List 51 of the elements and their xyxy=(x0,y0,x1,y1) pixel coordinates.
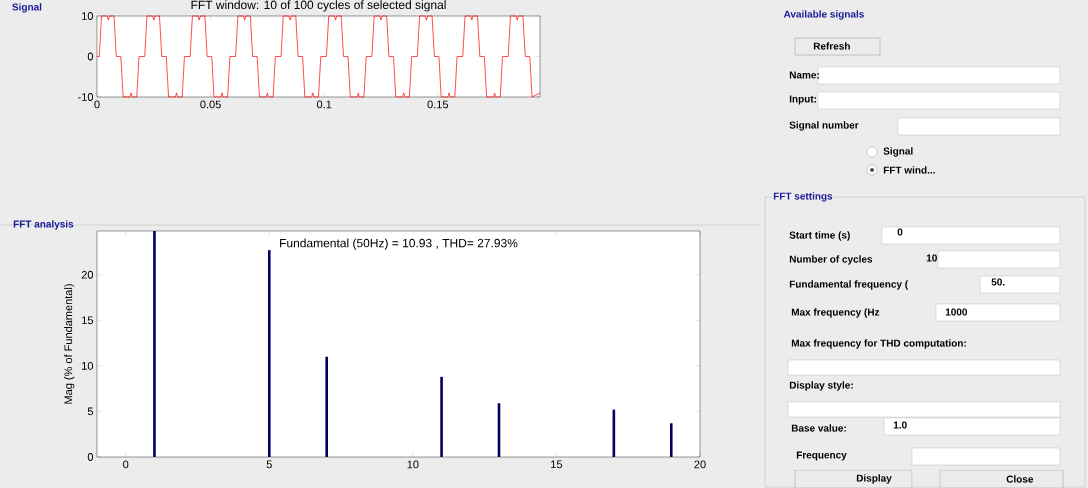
y-tick-label: 0 xyxy=(87,52,94,61)
y-tick-label: 20 xyxy=(81,270,94,279)
text: Base value: xyxy=(791,424,846,432)
text: Signal number xyxy=(789,121,859,131)
chart-title: FFT window: 10 of 100 cycles of selected signal xyxy=(191,0,446,12)
y-axis-title: Mag (% of Fundamental) xyxy=(64,284,75,404)
y-tick-label: 0 xyxy=(87,453,94,461)
bar xyxy=(669,423,673,457)
y-tick-label: 10 xyxy=(82,12,94,20)
y-tick-label: 5 xyxy=(87,407,93,416)
text: FFT settings xyxy=(773,192,833,202)
x-tick-label: 20 xyxy=(694,460,706,469)
bar xyxy=(267,250,271,457)
text: FFT analysis xyxy=(13,220,74,230)
text: Refresh xyxy=(813,42,850,50)
text: Name: xyxy=(789,71,819,79)
text: 1.0 xyxy=(893,421,907,429)
text: 1000 xyxy=(945,308,968,316)
text: Start time (s) xyxy=(789,231,850,241)
x-tick-label: 0 xyxy=(123,460,129,469)
text: 50. xyxy=(991,278,1005,286)
x-tick-label: 5 xyxy=(266,460,272,469)
text: Signal xyxy=(12,3,42,13)
x-tick-label: 15 xyxy=(551,460,563,469)
text: Display style: xyxy=(789,381,853,391)
y-tick-label: 10 xyxy=(82,361,94,370)
y-tick-label: 15 xyxy=(82,316,93,325)
text: FFT wind... xyxy=(883,166,935,174)
text: Fundamental frequency ( xyxy=(789,280,909,290)
line-series xyxy=(96,15,541,98)
text: 10 xyxy=(926,254,937,262)
text: Frequency xyxy=(796,451,847,461)
text: 0 xyxy=(897,228,903,236)
text: Fundamental (50Hz) = 10.93 , THD= 27.93% xyxy=(280,238,518,250)
text: Max frequency for THD computation: xyxy=(791,339,966,349)
text: Input: xyxy=(789,95,817,105)
text: Close xyxy=(1006,475,1034,483)
y-tick-label: -10 xyxy=(78,93,94,101)
text: Number of cycles xyxy=(789,255,873,265)
bar xyxy=(153,231,156,457)
text: Available signals xyxy=(783,10,864,20)
text: Display xyxy=(856,474,892,484)
text: Signal xyxy=(883,147,913,157)
x-tick-label: 0.05 xyxy=(200,100,221,109)
x-tick-label: 0 xyxy=(94,100,100,109)
bar xyxy=(440,376,443,457)
x-tick-label: 0.1 xyxy=(316,100,332,109)
x-tick-label: 0.15 xyxy=(427,100,448,109)
x-tick-label: 10 xyxy=(407,460,419,469)
bar xyxy=(325,356,329,457)
text: Max frequency (Hz xyxy=(791,308,880,318)
